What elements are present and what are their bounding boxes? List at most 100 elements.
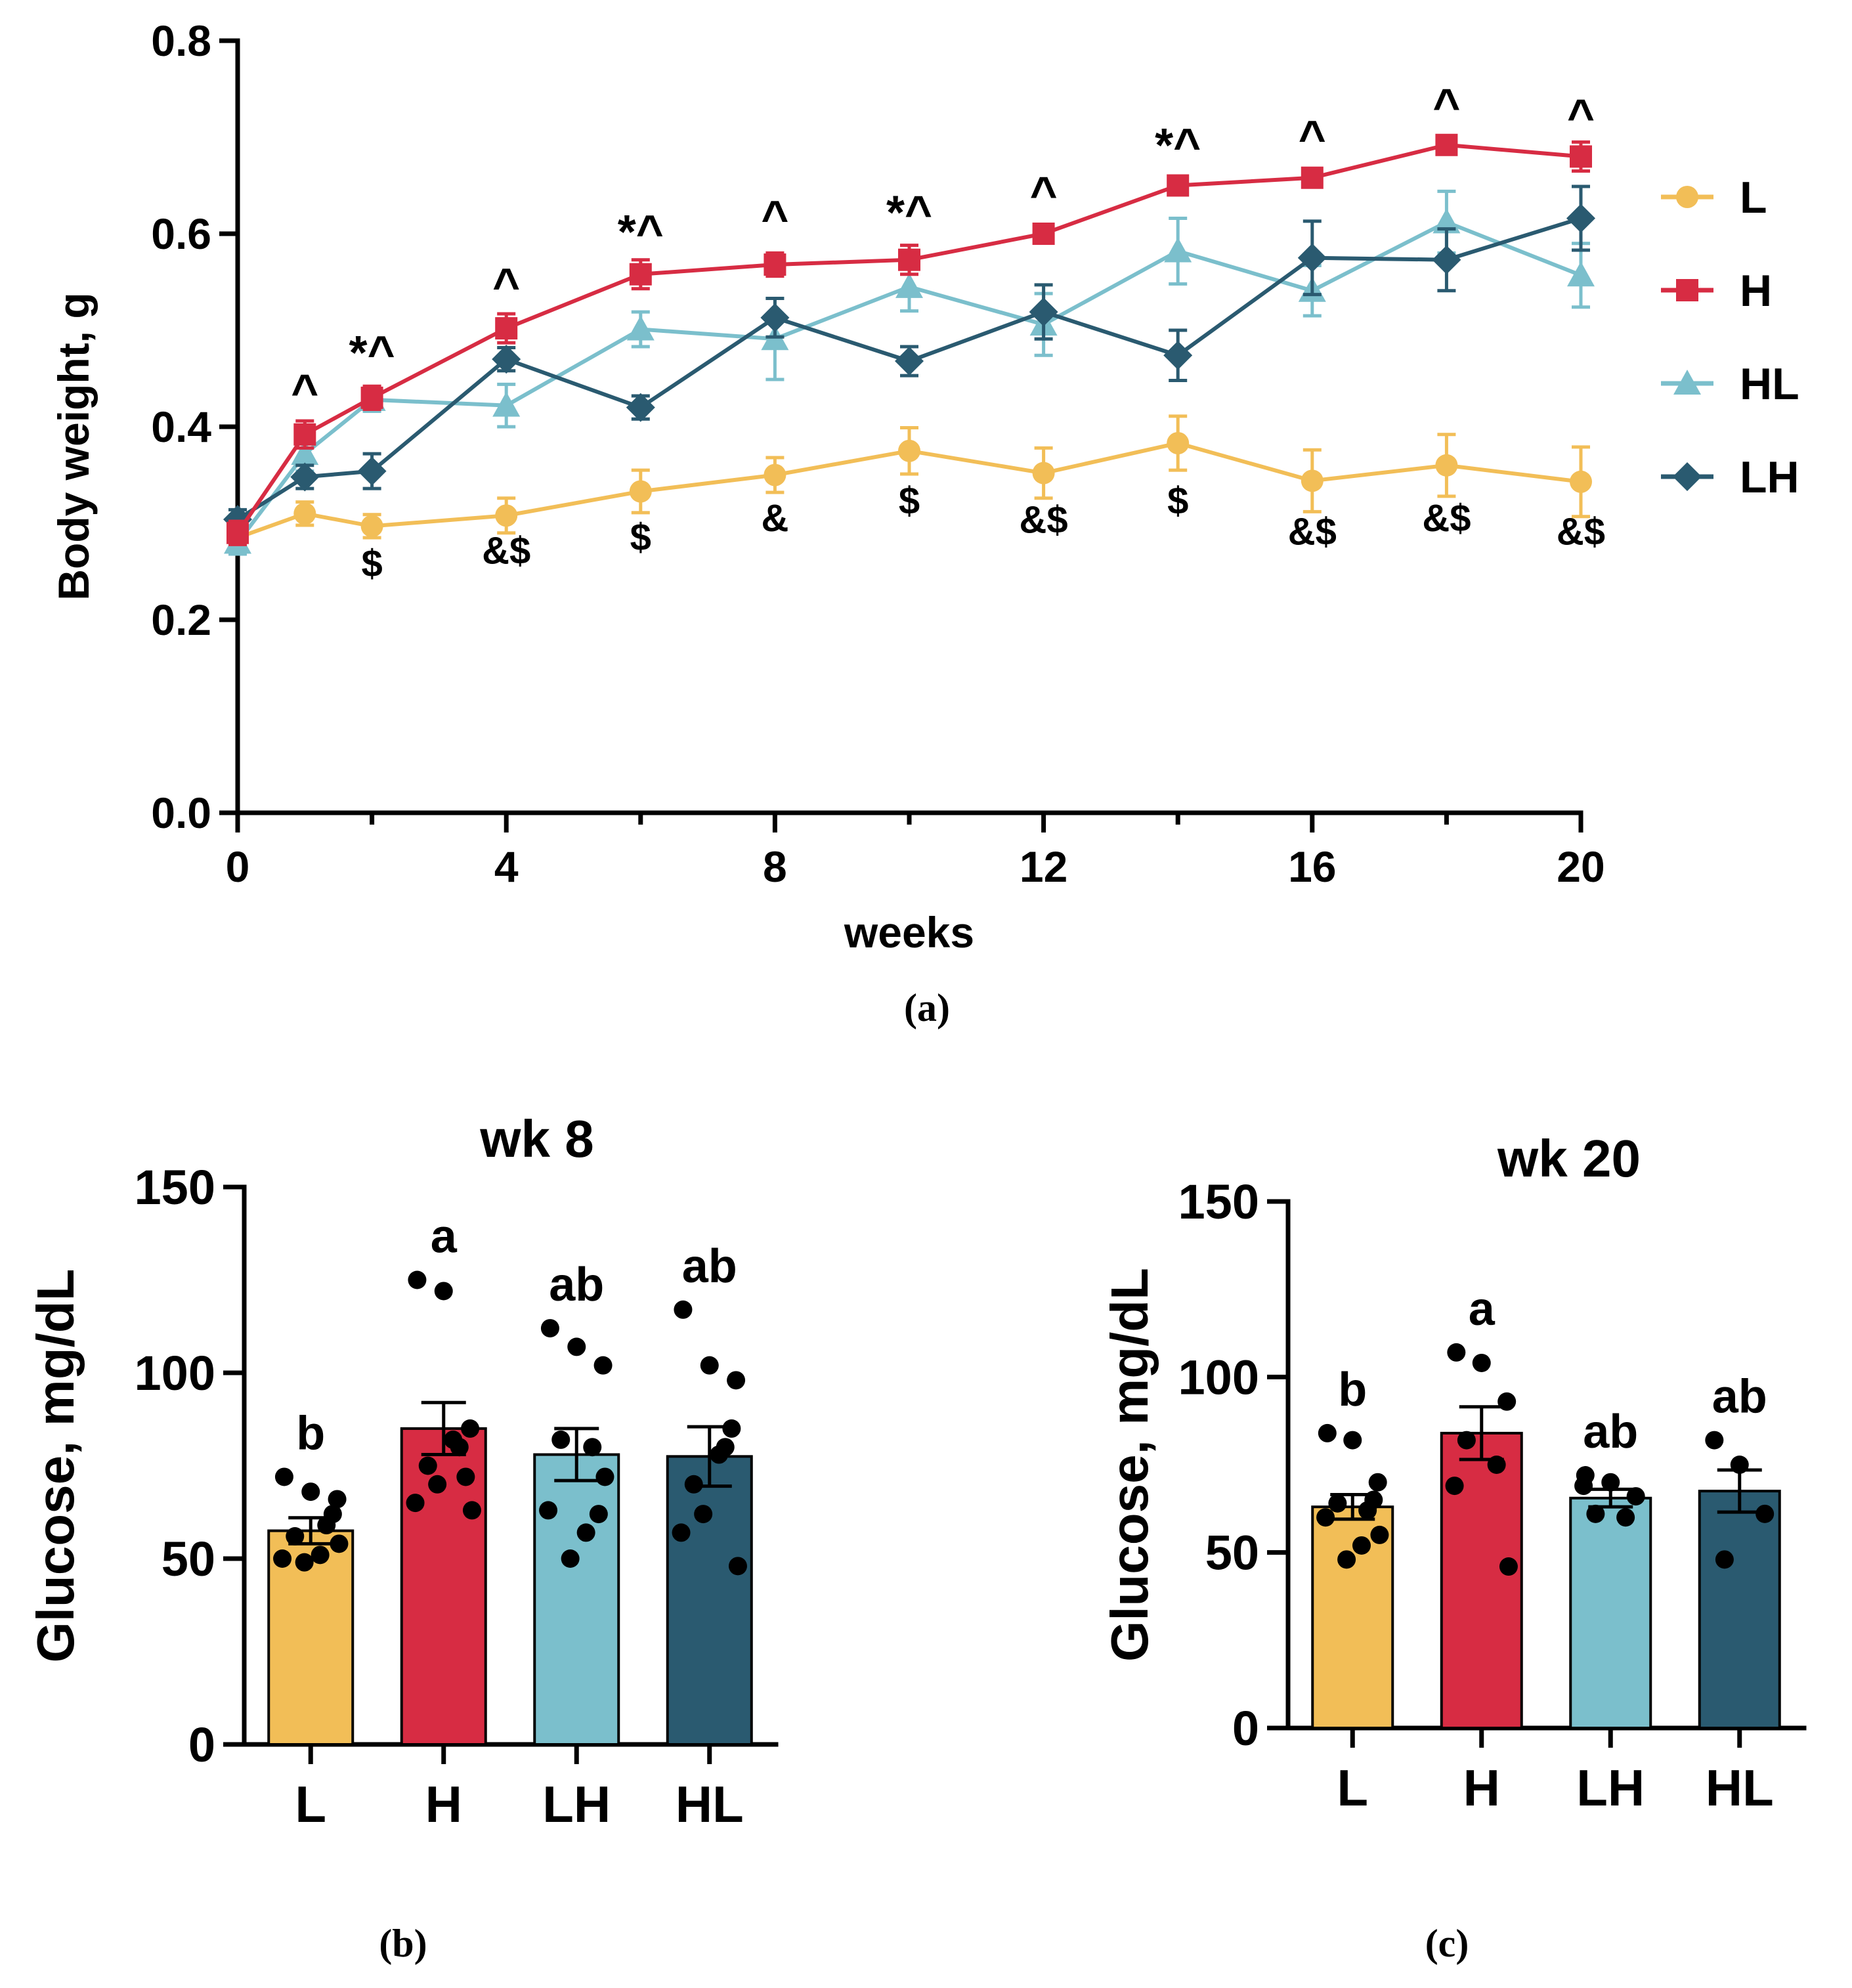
data-point	[551, 1430, 571, 1449]
x-tick-label: LH	[1576, 1759, 1645, 1817]
bar	[1569, 1496, 1652, 1729]
bar-group-LH: LH ab	[533, 1259, 620, 1833]
data-point-square	[360, 386, 383, 409]
x-tick-label: HL	[1706, 1759, 1774, 1817]
x-tick-label: 20	[1557, 842, 1604, 891]
data-point-circle	[1570, 470, 1592, 493]
data-point-triangle	[492, 391, 521, 417]
x-tick-label: 16	[1288, 842, 1336, 891]
data-point	[1447, 1343, 1466, 1362]
data-point	[561, 1549, 580, 1568]
significance-marker: $	[899, 479, 920, 522]
data-point	[274, 1467, 293, 1486]
data-point	[295, 1553, 314, 1572]
x-tick-label: 8	[763, 842, 787, 891]
significance-marker: ^	[1567, 91, 1595, 143]
data-point	[727, 1371, 746, 1390]
data-point	[1318, 1423, 1337, 1442]
x-tick-label: 0	[226, 842, 250, 891]
data-point-circle	[293, 502, 316, 525]
panel-label: (b)	[379, 1922, 427, 1965]
data-point	[1601, 1473, 1620, 1492]
x-axis-title: weeks	[844, 908, 974, 957]
data-point-circle	[1301, 469, 1324, 492]
x-tick-label: H	[425, 1775, 462, 1833]
data-point-triangle	[895, 272, 923, 298]
series-L	[226, 414, 1592, 551]
significance-letter: a	[1469, 1283, 1496, 1335]
data-point	[1487, 1456, 1506, 1474]
data-point-diamond	[357, 456, 387, 486]
data-point-diamond	[1163, 341, 1193, 370]
data-point	[456, 1467, 475, 1486]
data-point	[1715, 1550, 1734, 1569]
chart-title: wk 8	[479, 1110, 593, 1168]
significance-letter: ab	[549, 1259, 604, 1311]
x-tick-label: H	[1463, 1759, 1500, 1817]
data-point-diamond	[492, 345, 521, 374]
bar-group-HL: HL ab	[666, 1240, 753, 1833]
y-tick-label: 0.2	[151, 595, 211, 644]
data-point-square	[226, 521, 249, 544]
x-tick-label: HL	[676, 1775, 744, 1833]
data-point	[593, 1356, 613, 1375]
data-point	[434, 1282, 453, 1301]
data-point	[286, 1527, 305, 1546]
data-point-circle	[1167, 431, 1190, 454]
significance-marker: *^	[886, 187, 932, 240]
significance-marker: *^	[618, 206, 664, 259]
bar	[1698, 1490, 1781, 1730]
series-LH	[223, 184, 1595, 534]
significance-marker: ^	[492, 259, 520, 312]
legend-label-HL: HL	[1740, 359, 1799, 409]
data-point	[1368, 1473, 1387, 1492]
y-tick-label: 0	[1232, 1701, 1259, 1756]
data-point	[1705, 1431, 1724, 1450]
significance-letter: b	[1338, 1364, 1367, 1416]
data-point-triangle	[291, 440, 319, 465]
data-point-triangle	[1432, 208, 1461, 234]
data-point-triangle	[1567, 261, 1595, 287]
data-point-diamond	[290, 462, 320, 492]
data-point-diamond	[1297, 243, 1327, 272]
data-point-triangle	[1673, 370, 1701, 395]
data-point-circle	[629, 480, 652, 503]
data-point	[1328, 1494, 1347, 1513]
significance-marker: ^	[1030, 167, 1058, 220]
data-point	[1497, 1392, 1517, 1411]
bar-group-HL: HL ab	[1698, 1371, 1781, 1817]
significance-marker: ^	[1299, 112, 1326, 164]
legend: LH HL LH	[1661, 173, 1799, 502]
x-tick-label: L	[295, 1775, 326, 1833]
significance-marker: ^	[291, 366, 318, 418]
data-point	[1616, 1508, 1635, 1527]
data-point-square	[1435, 133, 1458, 156]
significance-letter: b	[296, 1407, 325, 1459]
data-point-circle	[495, 504, 518, 527]
significance-marker: &$	[1288, 510, 1337, 553]
y-axis-title: Body weight, g	[49, 292, 98, 600]
y-tick-label: 0.8	[151, 16, 211, 65]
chart-title: wk 20	[1497, 1129, 1641, 1188]
y-tick-label: 100	[1178, 1350, 1259, 1404]
data-point-circle	[764, 464, 786, 486]
significance-marker: &$	[482, 530, 530, 573]
data-point	[301, 1482, 320, 1502]
data-point-circle	[1032, 462, 1055, 485]
y-tick-label: 0.6	[151, 209, 211, 258]
data-point-square	[1167, 174, 1190, 197]
significance-marker: &$	[1557, 510, 1605, 553]
data-point-circle	[360, 515, 383, 538]
series-H	[226, 133, 1592, 546]
data-point	[1316, 1508, 1335, 1527]
data-point	[1755, 1504, 1775, 1523]
series-line-H	[236, 142, 1582, 534]
y-axis-title: Glucose, mg/dL	[1100, 1268, 1159, 1662]
data-point	[1626, 1487, 1645, 1506]
data-point	[418, 1456, 437, 1475]
y-tick-label: 0.0	[151, 789, 211, 837]
data-point-square	[898, 248, 920, 271]
significance-marker: &$	[1020, 499, 1068, 542]
data-point	[567, 1337, 586, 1356]
data-point	[1457, 1431, 1476, 1450]
